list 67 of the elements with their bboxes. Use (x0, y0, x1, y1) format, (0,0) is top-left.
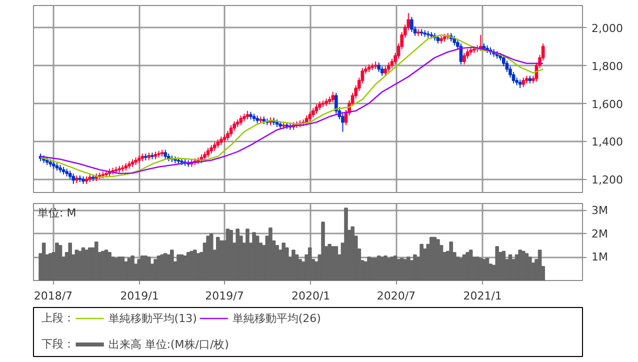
y-axis-title: 単位: M (38, 206, 76, 220)
bar (137, 259, 141, 280)
bar (528, 256, 532, 280)
y-tick-label: 1,200 (592, 174, 623, 187)
candlestick (311, 108, 315, 118)
bar (229, 230, 233, 280)
bar (190, 250, 194, 280)
x-tick-label: 2021/1 (463, 290, 502, 302)
bar (282, 242, 286, 280)
candlestick (72, 173, 76, 184)
bar (120, 256, 125, 280)
legend-label: 出来高 単位:(M株/口/枚) (108, 338, 229, 351)
bar (170, 250, 174, 280)
candlestick (410, 16, 414, 33)
candlestick (331, 91, 335, 103)
candlestick (387, 62, 390, 72)
bar (475, 256, 480, 280)
bar (94, 242, 98, 280)
bar (55, 242, 59, 280)
x-tick-label: 2019/7 (205, 290, 244, 302)
bar (130, 256, 134, 280)
y-tick-label: 2M (592, 227, 608, 240)
bar (236, 228, 240, 280)
y-tick-label: 1,600 (592, 98, 623, 111)
legend-label: 単純移動平均(13) (108, 312, 197, 325)
y-tick-label: 1M (592, 250, 608, 264)
candlestick (164, 149, 168, 160)
candlestick (452, 35, 456, 46)
bar (216, 236, 220, 280)
legend-title: 上段： (42, 312, 74, 324)
bar (420, 244, 424, 280)
bar (344, 208, 348, 280)
bar (308, 247, 312, 280)
candlestick (384, 66, 388, 76)
bar (321, 222, 325, 280)
y-tick-label: 3M (592, 204, 608, 217)
bar (147, 256, 151, 280)
legend-title: 下段： (42, 338, 74, 350)
bar (68, 242, 72, 280)
bar (521, 250, 526, 280)
y-tick-label: 1,400 (592, 136, 623, 149)
candlestick (239, 115, 243, 126)
candlestick (229, 124, 233, 137)
candlestick (522, 77, 526, 88)
bar (380, 256, 384, 280)
bar (48, 253, 52, 280)
y-tick-label: 2,000 (592, 22, 623, 35)
candlestick (314, 104, 318, 114)
bar (334, 246, 338, 280)
candlestick (462, 52, 466, 65)
bar (403, 259, 408, 280)
candlestick (380, 66, 384, 76)
x-tick-label: 2020/7 (376, 290, 416, 302)
bar (449, 242, 454, 280)
candlestick (206, 147, 210, 158)
legend-label: 単純移動平均(26) (232, 312, 321, 325)
candlestick (377, 62, 381, 72)
bar (144, 256, 148, 280)
candlestick (304, 115, 308, 126)
bar (495, 246, 500, 280)
bar (246, 228, 250, 280)
x-tick-label: 2018/7 (34, 290, 73, 302)
x-tick-label: 2019/1 (120, 290, 159, 302)
y-tick-label: 1,800 (592, 60, 623, 73)
x-tick-label: 2020/1 (291, 290, 330, 302)
bar (154, 259, 158, 280)
candlestick (308, 111, 312, 122)
